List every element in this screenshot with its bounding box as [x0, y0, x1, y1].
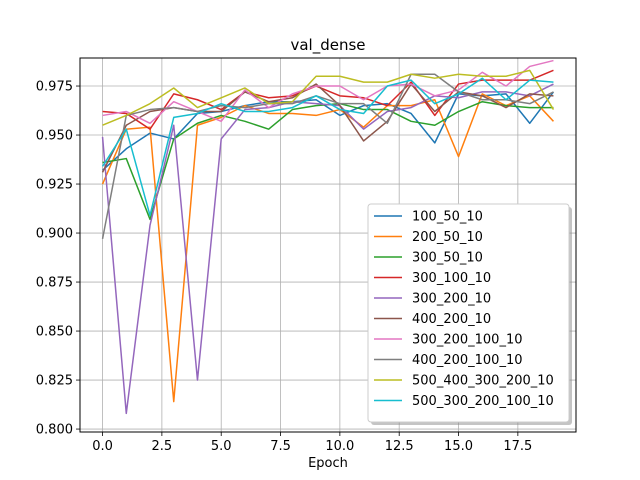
- series-line-300_200_10: [101, 83, 554, 415]
- series-line-400_200_100_10: [101, 73, 554, 240]
- x-tick-label: 10.0: [325, 439, 354, 454]
- legend-entry-label: 400_200_100_10: [412, 353, 522, 368]
- series-line-500_400_300_200_10: [102, 69, 555, 126]
- series-lines: [101, 59, 555, 415]
- legend-entry-label: 400_200_10: [412, 312, 491, 327]
- chart-title: val_dense: [290, 36, 365, 55]
- y-tick-label: 0.975: [36, 80, 73, 95]
- x-tick-label: 0.0: [92, 439, 113, 454]
- legend-entry-label: 200_50_10: [412, 230, 483, 245]
- x-tick-label: 17.5: [503, 439, 532, 454]
- legend-entry-label: 300_200_10: [412, 292, 491, 307]
- series-line-200_50_10: [101, 93, 554, 403]
- x-tick-label: 2.5: [152, 439, 173, 454]
- x-tick-label: 12.5: [385, 439, 414, 454]
- legend-entry-label: 300_50_10: [412, 251, 483, 266]
- series-line-500_300_200_100_10: [101, 77, 554, 217]
- y-tick-label: 0.875: [36, 276, 73, 291]
- legend-entry-label: 300_100_10: [412, 271, 491, 286]
- y-tick-label: 0.950: [36, 129, 73, 144]
- legend: 100_50_10 200_50_10 300_50_10 300_100_10 300…: [367, 203, 572, 425]
- x-tick-label: 7.5: [270, 439, 291, 454]
- y-tick-label: 0.925: [36, 178, 73, 193]
- legend-box: [367, 203, 570, 423]
- y-axis-ticks: 0.800 0.825 0.850 0.875 0.900 0.925 0.950 0.975: [36, 80, 80, 438]
- y-tick-label: 0.825: [36, 374, 73, 389]
- y-tick-label: 0.850: [36, 325, 73, 340]
- legend-entry-label: 100_50_10: [412, 210, 483, 225]
- x-axis-ticks: 0.0 2.5 5.0 7.5 10.0 12.5 15.0 17.5: [92, 432, 532, 454]
- plot-frame: [79, 57, 577, 433]
- x-axis-label: Epoch: [308, 456, 348, 471]
- legend-entry-label: 500_300_200_100_10: [412, 394, 554, 409]
- x-tick-label: 5.0: [211, 439, 232, 454]
- legend-entry-label: 300_200_100_10: [412, 333, 522, 348]
- x-tick-label: 15.0: [444, 439, 473, 454]
- legend-entry-label: 500_400_300_200_10: [412, 374, 554, 389]
- y-tick-label: 0.800: [36, 423, 73, 438]
- y-tick-label: 0.900: [36, 227, 73, 242]
